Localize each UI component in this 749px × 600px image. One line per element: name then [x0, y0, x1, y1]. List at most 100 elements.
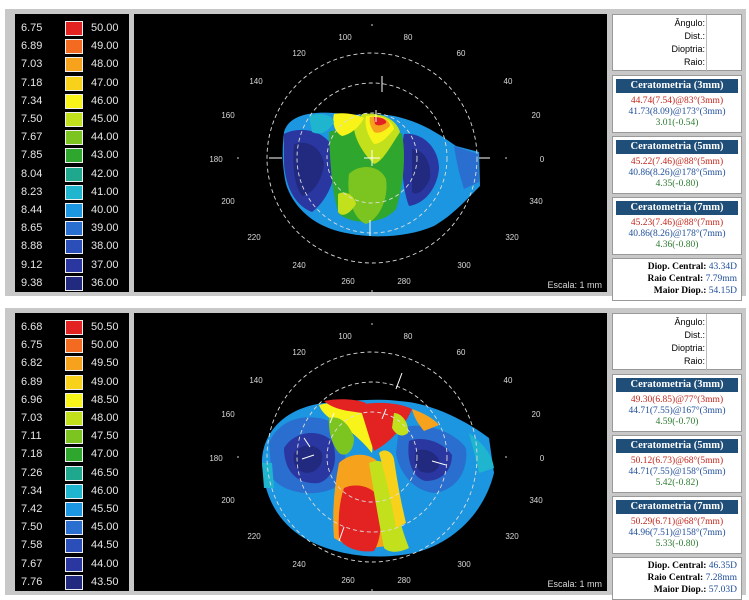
angle-label: 200: [221, 197, 235, 206]
angle-label: 120: [292, 348, 306, 357]
angle-label: 300: [457, 261, 471, 270]
angle-label: 80: [404, 33, 413, 42]
angle-labels: 100 80 120 60 140 40 160 20 180 0 200 340 220 320 240 3…: [209, 33, 544, 286]
scale-diopter: 48.00: [91, 58, 119, 71]
scale-diopter: 44.00: [91, 131, 119, 144]
scale-diopter: 43.00: [91, 149, 119, 162]
scale-row: 9.38 36.00: [15, 275, 129, 293]
topography-map[interactable]: 100 80 120 60 140 40 160 20 180 0 200 340 220 320 240 3…: [134, 14, 607, 292]
angle-label: 140: [249, 376, 263, 385]
angle-label: 180: [209, 454, 223, 463]
scale-diopter: 47.00: [91, 448, 119, 461]
scale-diopter: 42.00: [91, 167, 119, 180]
scale-row: 7.42 45.50: [15, 501, 129, 519]
scale-diopter: 43.50: [91, 575, 119, 588]
scale-radius: 7.50: [21, 521, 43, 534]
keratometry-3mm: Ceratometria (3mm) 49.30(6.85)@77°(3mm) …: [612, 374, 742, 432]
scale-diopter: 45.00: [91, 521, 119, 534]
keratometry-7mm: Ceratometria (7mm) 45.23(7.46)@88°(7mm) …: [612, 197, 742, 255]
scale-radius: 8.65: [21, 222, 43, 235]
distance-label: Dist.:: [684, 330, 705, 340]
color-scale: 6.68 50.50 6.75 50.00 6.82 49.50 6.89 49.00 6.96…: [15, 313, 129, 591]
scale-radius: 6.89: [21, 40, 43, 53]
central-diopter: Diop. Central: 46.35D: [647, 561, 737, 571]
scale-diopter: 49.50: [91, 357, 119, 370]
scale-radius: 6.68: [21, 321, 43, 333]
angle-label: 300: [457, 560, 471, 569]
scale-diopter: 45.00: [91, 113, 119, 125]
scale-row: 7.34 46.00: [15, 93, 129, 111]
max-diopter: Maior Diop.: 57.03D: [653, 585, 737, 595]
keratometry-7mm: Ceratometria (7mm) 50.29(6.71)@68°(7mm) …: [612, 496, 742, 554]
radius-label: Raio:: [683, 356, 705, 366]
angle-label: 140: [249, 77, 263, 86]
angle-label: 280: [397, 576, 411, 585]
scale-radius: 7.34: [21, 94, 43, 107]
angle-label: 40: [504, 376, 513, 385]
scale-label: Escala: 1 mm: [547, 579, 602, 589]
scale-row: 7.11 47.50: [15, 428, 129, 446]
scale-diopter: 46.00: [91, 484, 119, 497]
topography-map[interactable]: 100 80 120 60 140 40 160 20 180 0 200 340 220 320 240 3…: [134, 313, 607, 591]
scale-swatch: [65, 257, 83, 273]
flat-k: 44.71(7.55)@167°(3mm): [628, 406, 726, 416]
scale-radius: 8.23: [21, 185, 43, 198]
angle-label: 0: [540, 454, 545, 463]
scale-diopter: 50.50: [91, 321, 119, 333]
scale-diopter: 46.00: [91, 94, 119, 107]
scale-diopter: 48.50: [91, 393, 119, 406]
scale-swatch: [65, 574, 83, 590]
steep-k: 50.12(6.73)@68°(5mm): [630, 456, 724, 466]
scale-row: 8.23 41.00: [15, 184, 129, 202]
steep-k: 45.22(7.46)@88°(5mm): [630, 157, 724, 167]
summary-box: Diop. Central: 46.35D Raio Central: 7.28…: [612, 557, 742, 600]
scale-row: 8.88 38.00: [15, 238, 129, 256]
angle-label: 20: [532, 410, 541, 419]
steep-k: 50.29(6.71)@68°(7mm): [630, 517, 724, 527]
scale-radius: 7.34: [21, 484, 43, 497]
angle-label: 60: [457, 348, 466, 357]
scale-row: 8.65 39.00: [15, 220, 129, 238]
angle-label: 260: [341, 277, 355, 286]
scale-swatch: [65, 21, 83, 36]
keratometry-title: Ceratometria (5mm): [616, 140, 738, 154]
steep-k: 45.23(7.46)@88°(7mm): [630, 218, 724, 228]
angle-label: 60: [457, 49, 466, 58]
scale-row: 7.34 46.00: [15, 483, 129, 501]
outer-ticks: [237, 323, 507, 591]
cylinder: 3.01(-0.54): [655, 118, 699, 128]
scale-row: 7.58 44.50: [15, 537, 129, 555]
scale-swatch: [65, 338, 83, 354]
scale-swatch: [65, 483, 83, 499]
cylinder: 5.33(-0.80): [655, 539, 699, 549]
scale-radius: 7.50: [21, 113, 43, 125]
scale-row: 9.12 37.00: [15, 257, 129, 275]
scale-radius: 8.44: [21, 204, 43, 216]
scale-radius: 7.26: [21, 466, 43, 479]
scale-swatch: [65, 520, 83, 536]
cylinder: 5.42(-0.82): [655, 478, 699, 488]
scale-row: 6.96 48.50: [15, 392, 129, 410]
scale-row: 6.82 49.50: [15, 355, 129, 373]
scale-radius: 8.88: [21, 240, 43, 253]
scale-row: 6.75 50.00: [15, 20, 129, 38]
color-scale: 6.75 50.00 6.89 49.00 7.03 48.00 7.18 47.00 7.34…: [15, 14, 129, 292]
angle-label: 160: [221, 111, 235, 120]
scale-radius: 6.96: [21, 393, 43, 406]
scale-radius: 7.85: [21, 149, 43, 162]
polar-grid: [266, 52, 478, 264]
flat-k: 44.71(7.55)@158°(5mm): [628, 467, 726, 477]
scale-radius: 6.75: [21, 22, 43, 34]
scale-label: Escala: 1 mm: [547, 280, 602, 290]
max-diopter: Maior Diop.: 54.15D: [653, 286, 737, 296]
angle-label: Ângulo:: [674, 317, 705, 327]
scale-row: 8.44 40.00: [15, 202, 129, 220]
summary-box: Diop. Central: 43.34D Raio Central: 7.79…: [612, 258, 742, 301]
scale-diopter: 38.00: [91, 240, 119, 253]
scale-diopter: 37.00: [91, 258, 119, 271]
scale-diopter: 47.00: [91, 76, 119, 89]
scale-row: 7.03 48.00: [15, 410, 129, 428]
scale-swatch: [65, 130, 83, 146]
scale-swatch: [65, 538, 83, 554]
topography-contours: [262, 399, 494, 557]
